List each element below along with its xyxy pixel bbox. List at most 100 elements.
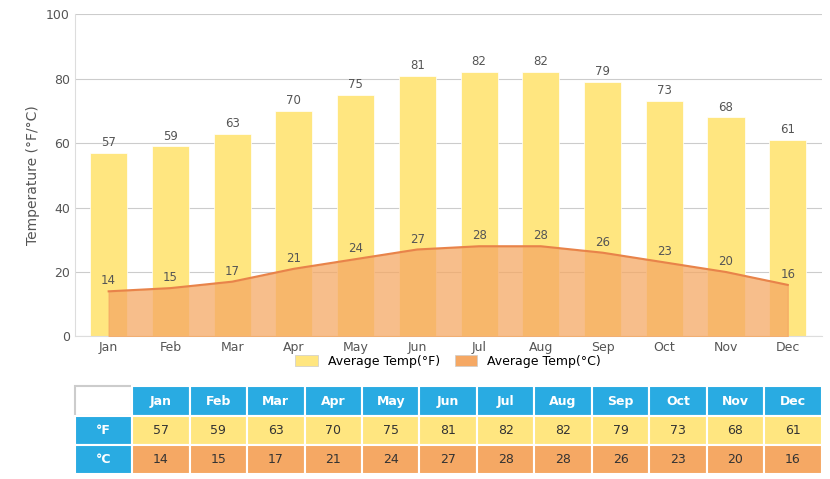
FancyBboxPatch shape [189, 416, 247, 445]
Text: May: May [377, 395, 405, 408]
Bar [337, 95, 374, 336]
Text: 23: 23 [657, 245, 671, 259]
Text: 16: 16 [785, 453, 801, 466]
Text: 61: 61 [780, 123, 795, 136]
FancyBboxPatch shape [592, 445, 649, 474]
FancyBboxPatch shape [477, 416, 535, 445]
Text: 61: 61 [785, 424, 801, 437]
Text: 57: 57 [101, 136, 116, 149]
FancyBboxPatch shape [362, 445, 419, 474]
Text: 26: 26 [613, 453, 628, 466]
FancyBboxPatch shape [477, 445, 535, 474]
Text: 73: 73 [657, 84, 671, 97]
Legend: Average Temp(°F), Average Temp(°C): Average Temp(°F), Average Temp(°C) [295, 355, 601, 368]
FancyBboxPatch shape [247, 445, 305, 474]
Text: 20: 20 [728, 453, 744, 466]
FancyBboxPatch shape [764, 387, 822, 416]
FancyBboxPatch shape [362, 416, 419, 445]
FancyBboxPatch shape [764, 416, 822, 445]
Text: Apr: Apr [321, 395, 345, 408]
Bar [522, 72, 559, 336]
FancyBboxPatch shape [707, 445, 764, 474]
FancyBboxPatch shape [132, 445, 189, 474]
Text: 21: 21 [286, 252, 301, 265]
Text: Jun: Jun [437, 395, 459, 408]
Bar [461, 72, 498, 336]
Text: °F: °F [96, 424, 111, 437]
FancyBboxPatch shape [362, 387, 419, 416]
FancyBboxPatch shape [419, 416, 477, 445]
FancyBboxPatch shape [247, 416, 305, 445]
FancyBboxPatch shape [305, 445, 362, 474]
FancyBboxPatch shape [764, 445, 822, 474]
Text: 28: 28 [555, 453, 571, 466]
Text: 63: 63 [225, 117, 240, 130]
Text: 68: 68 [728, 424, 744, 437]
Text: 24: 24 [348, 242, 363, 255]
FancyBboxPatch shape [535, 445, 592, 474]
Bar [276, 111, 312, 336]
Text: 82: 82 [534, 56, 549, 68]
Text: Jul: Jul [497, 395, 515, 408]
Text: Oct: Oct [666, 395, 690, 408]
Text: 70: 70 [325, 424, 341, 437]
FancyBboxPatch shape [189, 387, 247, 416]
Text: 79: 79 [613, 424, 628, 437]
Text: °C: °C [95, 453, 111, 466]
FancyBboxPatch shape [75, 416, 132, 445]
Bar [90, 153, 127, 336]
Text: Sep: Sep [608, 395, 634, 408]
FancyBboxPatch shape [75, 387, 132, 416]
Text: 73: 73 [670, 424, 686, 437]
Bar [584, 82, 621, 336]
Text: 75: 75 [383, 424, 398, 437]
Bar [398, 76, 436, 336]
Text: 82: 82 [471, 56, 486, 68]
Text: 82: 82 [555, 424, 571, 437]
FancyBboxPatch shape [592, 387, 649, 416]
Text: 20: 20 [719, 255, 734, 268]
Bar [213, 134, 251, 336]
FancyBboxPatch shape [649, 445, 707, 474]
Text: Dec: Dec [780, 395, 806, 408]
Text: 28: 28 [471, 229, 486, 242]
Text: Mar: Mar [262, 395, 290, 408]
Y-axis label: Temperature (°F/°C): Temperature (°F/°C) [27, 105, 41, 245]
FancyBboxPatch shape [132, 416, 189, 445]
Text: 28: 28 [498, 453, 514, 466]
Text: 70: 70 [286, 94, 301, 107]
Bar [707, 117, 745, 336]
Text: 23: 23 [670, 453, 686, 466]
FancyBboxPatch shape [419, 387, 477, 416]
FancyBboxPatch shape [419, 445, 477, 474]
FancyBboxPatch shape [75, 445, 132, 474]
FancyBboxPatch shape [535, 416, 592, 445]
Text: 68: 68 [719, 101, 734, 114]
Text: Feb: Feb [206, 395, 231, 408]
Text: 63: 63 [268, 424, 284, 437]
Text: 82: 82 [498, 424, 514, 437]
Text: 14: 14 [153, 453, 168, 466]
FancyBboxPatch shape [477, 387, 535, 416]
Bar [769, 140, 806, 336]
Text: 17: 17 [225, 265, 240, 278]
Text: Nov: Nov [722, 395, 749, 408]
FancyBboxPatch shape [649, 387, 707, 416]
FancyBboxPatch shape [189, 445, 247, 474]
FancyBboxPatch shape [305, 416, 362, 445]
Text: 79: 79 [595, 65, 610, 78]
Text: 59: 59 [211, 424, 227, 437]
Text: 17: 17 [268, 453, 284, 466]
Text: 28: 28 [534, 229, 549, 242]
Text: 16: 16 [780, 268, 795, 281]
Text: Aug: Aug [549, 395, 577, 408]
Text: 59: 59 [163, 129, 178, 143]
FancyBboxPatch shape [535, 387, 592, 416]
FancyBboxPatch shape [707, 416, 764, 445]
Text: 26: 26 [595, 236, 610, 249]
Text: 81: 81 [440, 424, 457, 437]
FancyBboxPatch shape [247, 387, 305, 416]
Bar [152, 147, 189, 336]
Text: 57: 57 [153, 424, 168, 437]
Text: 27: 27 [410, 233, 425, 246]
